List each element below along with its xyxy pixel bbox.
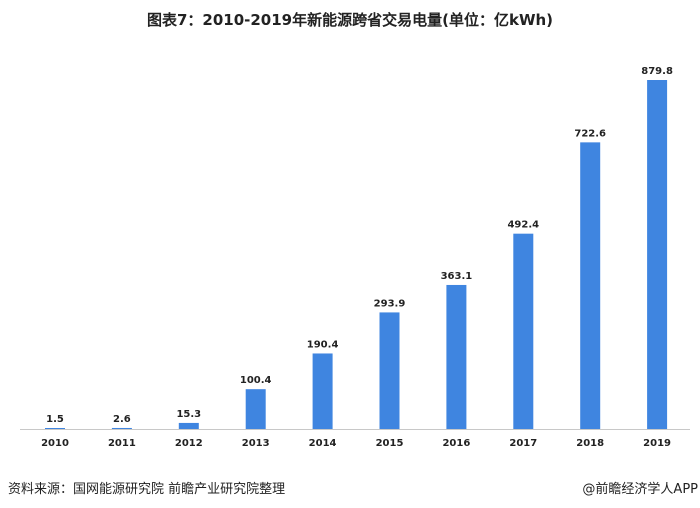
x-tick-label: 2014 bbox=[309, 438, 337, 449]
x-tick-label: 2010 bbox=[41, 438, 69, 449]
x-tick-label: 2013 bbox=[242, 438, 270, 449]
x-tick-label: 2016 bbox=[442, 438, 470, 449]
data-label: 492.4 bbox=[507, 220, 539, 231]
data-label: 100.4 bbox=[240, 375, 272, 386]
bar bbox=[312, 353, 333, 429]
data-label: 879.8 bbox=[641, 66, 673, 77]
x-tick-label: 2019 bbox=[643, 438, 671, 449]
bar bbox=[446, 284, 467, 429]
data-label: 2.6 bbox=[113, 414, 131, 425]
source-note: 资料来源：国网能源研究院 前瞻产业研究院整理 bbox=[8, 482, 286, 497]
bar bbox=[379, 312, 400, 429]
bar bbox=[45, 428, 65, 429]
bar bbox=[245, 389, 266, 429]
x-tick-label: 2015 bbox=[376, 438, 404, 449]
credit-note: @前瞻经济学人APP bbox=[582, 482, 698, 497]
data-label: 15.3 bbox=[176, 409, 201, 420]
bar bbox=[513, 233, 534, 429]
data-label: 293.9 bbox=[374, 298, 406, 309]
data-label: 190.4 bbox=[307, 339, 339, 350]
data-label: 1.5 bbox=[46, 414, 64, 425]
data-label: 722.6 bbox=[574, 128, 606, 139]
x-tick-label: 2018 bbox=[576, 438, 604, 449]
x-tick-label: 2012 bbox=[175, 438, 203, 449]
bar bbox=[647, 80, 668, 429]
bar bbox=[111, 427, 132, 429]
bar bbox=[178, 422, 199, 429]
bar bbox=[580, 142, 601, 429]
data-label: 363.1 bbox=[441, 271, 473, 282]
x-tick-label: 2011 bbox=[108, 438, 136, 449]
x-tick-label: 2017 bbox=[509, 438, 537, 449]
chart-title: 图表7：2010-2019年新能源跨省交易电量(单位：亿kWh) bbox=[146, 11, 554, 29]
bar-chart: 1.5 2010 2.6 2011 15.3 2012 100.4 2013 190.4 2014… bbox=[20, 66, 690, 449]
